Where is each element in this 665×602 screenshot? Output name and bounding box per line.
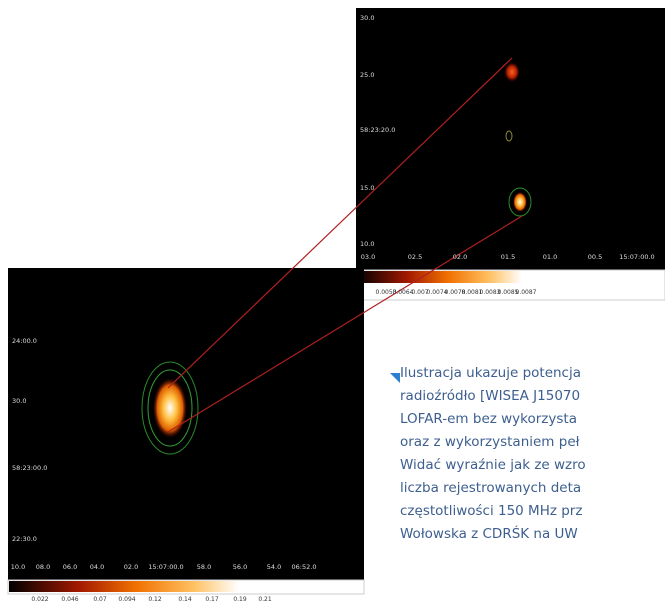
- caption-line: liczba rejestrowanych deta: [400, 480, 582, 496]
- x-tick-label: 15:07:00.0: [619, 253, 654, 261]
- x-tick-label: 15:07:00.0: [148, 563, 183, 571]
- x-tick-label: 06:52.0: [292, 563, 317, 571]
- source: [153, 378, 187, 438]
- x-tick-label: 02.0: [453, 253, 467, 261]
- colorbar-label: 0.0083: [480, 289, 501, 296]
- colorbar-label: 0.046: [61, 596, 78, 602]
- caption-line: LOFAR-em bez wykorzysta: [400, 411, 577, 427]
- x-tick-label: 02.5: [408, 253, 422, 261]
- colorbar-label: 0.0078: [445, 289, 466, 296]
- x-tick-label: 54.0: [267, 563, 281, 571]
- colorbar-label: 0.0085: [498, 289, 519, 296]
- y-tick-label: 15.0: [360, 184, 374, 192]
- colorbar-label: 0.022: [31, 596, 48, 602]
- colorbar-label: 0.0081: [462, 289, 483, 296]
- source: [504, 62, 520, 82]
- contour: [508, 187, 532, 217]
- connector: [167, 57, 513, 389]
- bottom-colorbar: [9, 581, 239, 592]
- colorbar-label: 0.0087: [516, 289, 537, 296]
- y-tick-label: 58:23:20.0: [360, 126, 395, 134]
- y-tick-label: 58:23:00.0: [12, 464, 47, 472]
- caption-marker: [390, 373, 400, 383]
- caption-line: Wołowska z CDRŚK na UW: [400, 526, 578, 542]
- y-tick-label: 24:00.0: [12, 337, 37, 345]
- x-tick-label: 56.0: [233, 563, 247, 571]
- connector: [167, 215, 523, 433]
- source: [513, 192, 527, 212]
- top-colorbar: [357, 271, 522, 283]
- caption-line: Widać wyraźnie jak ze wzro: [400, 457, 586, 473]
- colorbar-label: 0.0074: [427, 289, 448, 296]
- colorbar-label: 0.12: [148, 596, 162, 602]
- x-tick-label: 01.5: [501, 253, 515, 261]
- colorbar-label: 0.094: [118, 596, 135, 602]
- y-tick-label: 30.0: [360, 14, 374, 22]
- x-tick-label: 04.0: [90, 563, 104, 571]
- colorbar-label: 0.14: [178, 596, 192, 602]
- caption-line: częstotliwości 150 MHz prz: [400, 503, 583, 519]
- colorbar-label: 0.21: [258, 596, 272, 602]
- colorbar-label: 0.007: [411, 289, 428, 296]
- x-tick-label: 00.5: [588, 253, 602, 261]
- colorbar-label: 0.0064: [393, 289, 414, 296]
- x-tick-label: 06.0: [63, 563, 77, 571]
- caption-line: radioźródło [WISEA J15070: [400, 388, 581, 404]
- y-tick-label: 30.0: [12, 397, 26, 405]
- contour: [147, 369, 193, 447]
- bottom-image: [8, 268, 364, 580]
- contour: [141, 361, 199, 455]
- contour: [505, 130, 513, 142]
- colorbar-label: 0.0053: [376, 289, 397, 296]
- x-tick-label: 10.0: [11, 563, 25, 571]
- caption-line: Ilustracja ukazuje potencja: [400, 365, 582, 381]
- x-tick-label: 08.0: [36, 563, 50, 571]
- colorbar-label: 0.19: [233, 596, 247, 602]
- x-tick-label: 58.0: [197, 563, 211, 571]
- caption: Ilustracja ukazuje potencja radioźródło […: [400, 362, 665, 546]
- x-tick-label: 01.0: [543, 253, 557, 261]
- colorbar-label: 0.17: [205, 596, 219, 602]
- y-tick-label: 10.0: [360, 240, 374, 248]
- y-tick-label: 22:30.0: [12, 535, 37, 543]
- colorbar-label: 0.07: [93, 596, 107, 602]
- top-image: [356, 8, 665, 270]
- x-tick-label: 03.0: [361, 253, 375, 261]
- x-tick-label: 02.0: [124, 563, 138, 571]
- caption-line: oraz z wykorzystaniem peł: [400, 434, 580, 450]
- y-tick-label: 25.0: [360, 71, 374, 79]
